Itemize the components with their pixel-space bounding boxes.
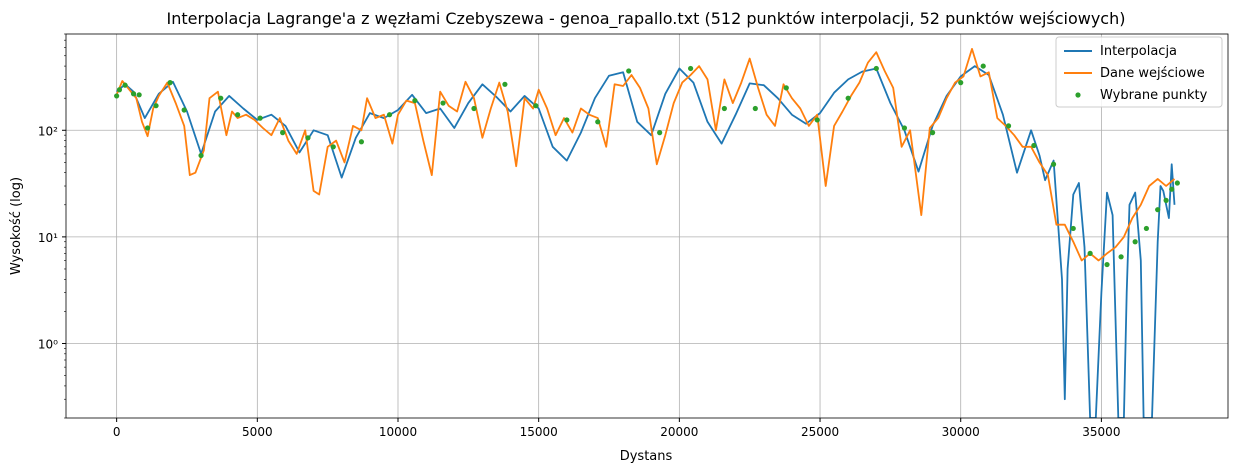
x-tick-label: 5000: [242, 425, 273, 439]
legend-box: [1055, 36, 1223, 108]
data-point-wybrane-punkty: [721, 105, 727, 112]
data-point-wybrane-punkty: [564, 117, 570, 123]
data-point-wybrane-punkty: [412, 97, 418, 104]
y-axis-label: Wysokość (log): [9, 177, 24, 275]
series-line-interpolacja: [116, 65, 1176, 418]
plot-frame: [65, 33, 1229, 419]
data-point-wybrane-punkty: [167, 80, 173, 86]
data-point-wybrane-punkty: [626, 68, 632, 74]
data-point-wybrane-punkty: [595, 119, 601, 125]
data-point-wybrane-punkty: [502, 81, 508, 87]
x-tick-label: 25000: [801, 425, 839, 439]
legend-marker-wybrane-punkty: [1075, 92, 1081, 98]
x-axis-label: Dystans: [620, 449, 673, 464]
data-point-wybrane-punkty: [1031, 142, 1037, 149]
chart-title: Interpolacja Lagrange'a z węzłami Czebys…: [167, 9, 1126, 29]
data-point-wybrane-punkty: [1163, 197, 1169, 203]
legend: Interpolacja Dane wejściowe Wybrane punk…: [1055, 36, 1223, 108]
data-point-wybrane-punkty: [153, 103, 159, 109]
data-point-wybrane-punkty: [1132, 239, 1138, 245]
data-point-wybrane-punkty: [181, 107, 187, 113]
data-point-wybrane-punkty: [471, 105, 477, 112]
x-tick-label: 0: [113, 425, 121, 439]
x-tick-label: 15000: [520, 425, 558, 439]
data-point-wybrane-punkty: [1005, 123, 1012, 129]
x-tick-label: 35000: [1082, 425, 1120, 439]
x-tick-label: 20000: [660, 425, 698, 439]
grid-lines: [66, 34, 1228, 418]
data-point-wybrane-punkty: [1050, 161, 1057, 167]
data-point-wybrane-punkty: [130, 91, 137, 97]
data-point-wybrane-punkty: [218, 95, 224, 101]
data-point-wybrane-punkty: [929, 130, 936, 136]
data-point-wybrane-punkty: [1143, 225, 1150, 232]
data-point-wybrane-punkty: [901, 125, 908, 131]
data-point-wybrane-punkty: [1087, 250, 1093, 256]
data-point-wybrane-punkty: [1174, 180, 1180, 186]
data-point-wybrane-punkty: [440, 100, 446, 106]
data-point-wybrane-punkty: [136, 92, 142, 98]
data-point-wybrane-punkty: [873, 65, 879, 72]
data-point-wybrane-punkty: [198, 152, 204, 159]
x-tick-label: 10000: [379, 425, 417, 439]
data-point-wybrane-punkty: [657, 130, 663, 136]
series-line-dane-wejsciowe: [115, 48, 1176, 262]
data-point-wybrane-punkty: [845, 95, 851, 101]
y-tick-label: 10²: [38, 124, 58, 138]
data-point-wybrane-punkty: [1104, 261, 1110, 268]
data-point-wybrane-punkty: [752, 105, 758, 112]
y-tick-label: 10¹: [38, 231, 58, 245]
data-point-wybrane-punkty: [358, 139, 365, 145]
data-point-wybrane-punkty: [280, 130, 286, 136]
data-point-wybrane-punkty: [688, 65, 694, 72]
data-point-wybrane-punkty: [783, 85, 789, 91]
data-point-wybrane-punkty: [1155, 207, 1161, 213]
legend-label-interpolacja: Interpolacja: [1100, 44, 1177, 59]
data-point-wybrane-punkty: [330, 144, 336, 150]
data-point-wybrane-punkty: [235, 112, 241, 118]
data-point-wybrane-punkty: [1070, 225, 1076, 232]
data-point-wybrane-punkty: [533, 103, 539, 109]
data-point-wybrane-punkty: [1169, 186, 1175, 192]
axis-ticks: 0 5000 10000 15000 20000 25000 30000 35000 10⁰ 10…: [38, 33, 1229, 439]
data-point-wybrane-punkty: [114, 93, 120, 99]
data-point-wybrane-punkty: [305, 135, 311, 141]
data-point-wybrane-punkty: [257, 115, 263, 121]
data-point-wybrane-punkty: [116, 87, 123, 93]
data-point-wybrane-punkty: [980, 63, 986, 69]
legend-label-dane-wejsciowe: Dane wejściowe: [1100, 66, 1205, 81]
legend-label-wybrane-punkty: Wybrane punkty: [1100, 88, 1208, 103]
data-point-wybrane-punkty: [122, 82, 128, 88]
data-point-wybrane-punkty: [1118, 254, 1124, 260]
data-point-wybrane-punkty: [958, 80, 964, 86]
series-layer: [114, 48, 1180, 418]
data-point-wybrane-punkty: [144, 125, 151, 131]
data-point-wybrane-punkty: [386, 112, 393, 118]
y-tick-label: 10⁰: [38, 337, 58, 351]
data-point-wybrane-punkty: [814, 117, 820, 123]
x-tick-label: 30000: [942, 425, 980, 439]
